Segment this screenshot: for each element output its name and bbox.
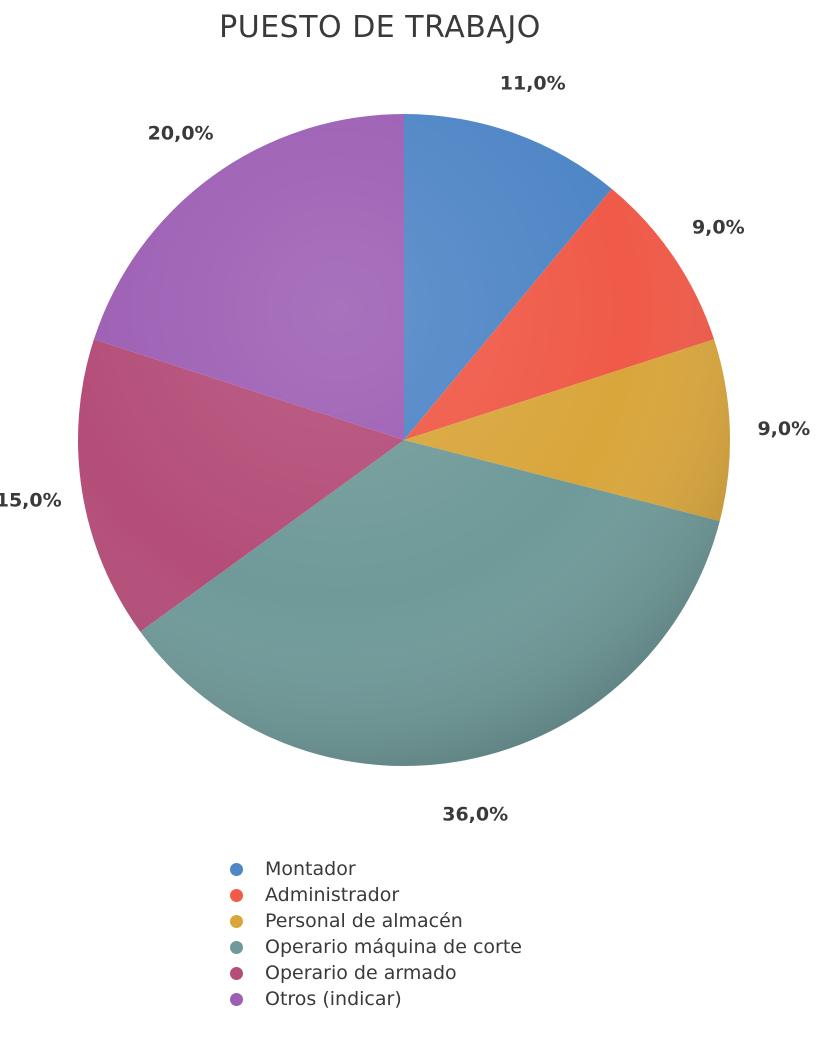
legend-label: Administrador: [265, 884, 400, 906]
legend: Montador Administrador Personal de almacén…: [230, 856, 522, 1012]
slice-percent-label: 15,0%: [0, 489, 62, 511]
legend-swatch: [230, 966, 243, 980]
legend-item: Otros (indicar): [230, 986, 522, 1012]
slice-percent-label: 9,0%: [692, 216, 745, 238]
legend-label: Operario máquina de corte: [265, 936, 522, 958]
legend-swatch: [230, 940, 243, 954]
legend-label: Montador: [265, 858, 356, 880]
legend-item: Operario de armado: [230, 960, 522, 986]
legend-swatch: [230, 992, 243, 1006]
slice-percent-label: 36,0%: [442, 803, 508, 825]
slice-percent-label: 20,0%: [148, 123, 214, 145]
legend-swatch: [230, 862, 243, 876]
legend-swatch: [230, 914, 243, 928]
legend-item: Operario máquina de corte: [230, 934, 522, 960]
legend-item: Montador: [230, 856, 522, 882]
legend-label: Operario de armado: [265, 962, 457, 984]
legend-label: Otros (indicar): [265, 988, 402, 1010]
slice-percent-label: 9,0%: [757, 418, 810, 440]
chart-title: PUESTO DE TRABAJO: [219, 10, 541, 45]
legend-item: Administrador: [230, 882, 522, 908]
legend-label: Personal de almacén: [265, 910, 463, 932]
legend-item: Personal de almacén: [230, 908, 522, 934]
legend-swatch: [230, 888, 243, 902]
slice-percent-label: 11,0%: [500, 72, 566, 94]
pie-svg: 11,0% 9,0% 9,0% 36,0% 15,0% 20,0%: [0, 72, 810, 825]
